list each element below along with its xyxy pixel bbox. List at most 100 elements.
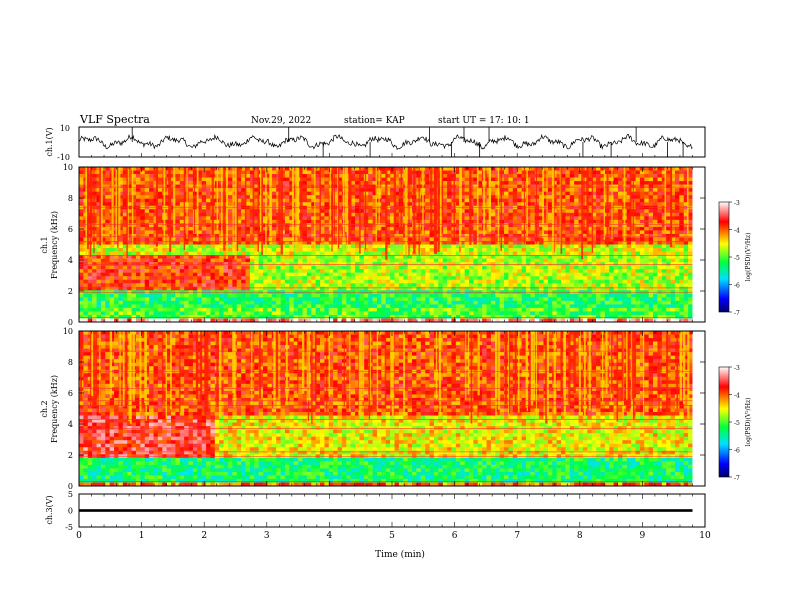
spec-cell	[407, 237, 413, 242]
spec-cell	[263, 272, 268, 277]
spec-cell	[683, 279, 689, 284]
spec-cell	[582, 216, 588, 221]
spec-cell	[617, 167, 623, 171]
spec-cell	[407, 244, 413, 249]
spec-cell	[135, 283, 141, 288]
spec-cell	[122, 258, 128, 263]
spec-cell	[499, 265, 505, 270]
spec-cell	[499, 272, 505, 277]
spec-cell	[293, 283, 299, 288]
spec-cell	[219, 262, 224, 266]
spec-cell	[197, 184, 202, 189]
spec-cell	[626, 195, 632, 199]
spec-cell	[96, 223, 102, 228]
spec-cell	[232, 258, 238, 263]
spec-cell	[223, 191, 229, 196]
spec-cell	[499, 188, 505, 192]
spec-cell	[368, 251, 373, 256]
spec-cell	[276, 279, 281, 284]
spec-cell	[666, 191, 671, 196]
spec-cell	[429, 276, 435, 281]
spec-cell	[333, 188, 338, 192]
spec-cell	[311, 184, 316, 189]
spec-cell	[127, 195, 132, 199]
spec-cell	[254, 198, 259, 203]
spec-cell	[271, 262, 277, 266]
spec-cell	[293, 272, 299, 277]
spec-cell	[363, 219, 369, 224]
spec-cell	[679, 226, 685, 231]
spec-cell	[131, 237, 137, 242]
spec-cell	[407, 286, 413, 291]
spec-cell	[188, 167, 194, 171]
spec-cell	[561, 184, 566, 189]
spec-cell	[214, 248, 220, 252]
spec-cell	[657, 216, 663, 221]
spec-cell	[254, 223, 259, 228]
spec-cell	[333, 177, 338, 182]
spec-cell	[670, 279, 676, 284]
spec-cell	[539, 219, 544, 224]
spec-cell	[192, 269, 198, 273]
spec-cell	[175, 198, 181, 203]
spec-cell	[490, 226, 496, 231]
spec-cell	[412, 286, 417, 291]
spec-cell	[639, 170, 645, 175]
spec-cell	[534, 174, 540, 178]
spec-cell	[131, 216, 137, 221]
spec-cell	[438, 258, 443, 263]
spec-cell	[565, 255, 571, 259]
spec-cell	[508, 237, 514, 242]
spec-cell	[486, 283, 492, 288]
spec-cell	[188, 177, 194, 182]
spec-cell	[306, 276, 312, 281]
spec-cell	[254, 265, 259, 270]
spec-cell	[644, 223, 649, 228]
spec-cell	[302, 181, 308, 185]
spec-cell	[350, 184, 356, 189]
spec-cell	[473, 265, 479, 270]
spec-cell	[639, 248, 645, 252]
spec-cell	[666, 283, 671, 288]
spec-cell	[460, 219, 465, 224]
spec-cell	[324, 174, 330, 178]
spec-cell	[171, 286, 176, 291]
spec-cell	[302, 240, 308, 245]
spec-cell	[324, 283, 330, 288]
spec-cell	[596, 265, 601, 270]
spec-cell	[79, 244, 84, 249]
spec-cell	[96, 248, 102, 252]
spec-cell	[622, 279, 628, 284]
spec-cell	[267, 283, 273, 288]
spec-cell	[105, 167, 110, 171]
spec-cell	[596, 276, 601, 281]
spec-cell	[464, 251, 470, 256]
spec-cell	[653, 240, 658, 245]
spec-cell	[153, 230, 159, 235]
spec-cell	[539, 262, 544, 266]
spec-cell	[477, 223, 483, 228]
spec-cell	[368, 205, 373, 210]
spec-cell	[644, 279, 649, 284]
spec-cell	[613, 205, 619, 210]
spec-cell	[674, 244, 680, 249]
spec-cell	[315, 198, 321, 203]
spec-cell	[355, 167, 360, 171]
spec-cell	[83, 258, 89, 263]
spec-cell	[315, 184, 321, 189]
spec-cell	[381, 233, 387, 238]
spec-cell	[596, 191, 601, 196]
spec-cell	[674, 276, 680, 281]
spec-cell	[425, 167, 430, 171]
spec-cell	[530, 248, 536, 252]
spec-cell	[574, 248, 579, 252]
spec-cell	[267, 272, 273, 277]
spec-cell	[631, 272, 636, 277]
spec-cell	[447, 174, 452, 178]
spec-cell	[363, 177, 369, 182]
spec-cell	[79, 276, 84, 281]
spec-cell	[249, 244, 255, 249]
spec-cell	[359, 216, 365, 221]
spec-cell	[135, 226, 141, 231]
spec-cell	[626, 272, 632, 277]
